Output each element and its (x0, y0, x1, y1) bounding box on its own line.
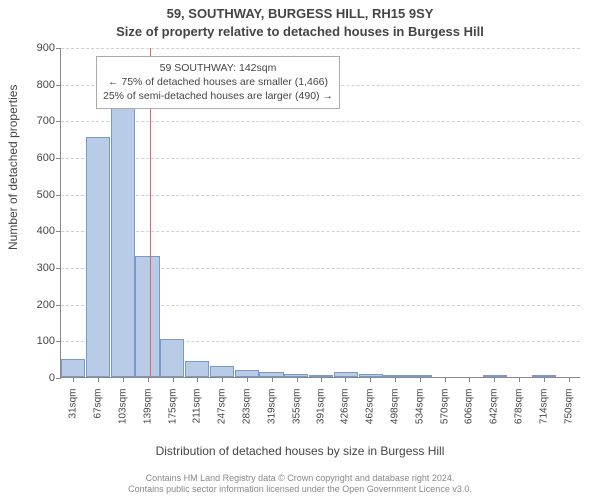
x-tick (544, 377, 545, 382)
x-tick (297, 377, 298, 382)
plot-area: 010020030040050060070080090031sqm67sqm10… (60, 48, 580, 378)
x-tick (247, 377, 248, 382)
footer-line-2: Contains public sector information licen… (0, 484, 600, 496)
x-tick (345, 377, 346, 382)
y-tick-label: 700 (37, 115, 55, 127)
x-tick-label: 570sqm (439, 389, 450, 425)
histogram-bar (210, 366, 234, 377)
y-tick-label: 900 (37, 42, 55, 54)
histogram-bar (160, 339, 184, 378)
gridline (61, 48, 580, 49)
annotation-line: 59 SOUTHWAY: 142sqm (103, 61, 333, 75)
chart-subtitle: Size of property relative to detached ho… (0, 24, 600, 39)
y-tick-label: 400 (37, 225, 55, 237)
histogram-bar (111, 95, 135, 377)
y-tick (56, 305, 61, 306)
histogram-bar (185, 361, 209, 378)
gridline (61, 158, 580, 159)
annotation-line: 25% of semi-detached houses are larger (… (103, 89, 333, 103)
gridline (61, 121, 580, 122)
x-tick-label: 211sqm (192, 389, 203, 424)
x-tick (321, 377, 322, 382)
footer: Contains HM Land Registry data © Crown c… (0, 473, 600, 496)
x-tick-label: 319sqm (266, 389, 277, 425)
x-tick-label: 642sqm (489, 389, 500, 425)
x-tick (98, 377, 99, 382)
x-tick-label: 355sqm (291, 389, 302, 425)
y-tick (56, 121, 61, 122)
x-tick (148, 377, 149, 382)
y-tick (56, 195, 61, 196)
histogram-bar (135, 256, 159, 377)
gridline (61, 195, 580, 196)
x-tick-label: 283sqm (241, 389, 252, 425)
y-tick (56, 48, 61, 49)
x-tick (494, 377, 495, 382)
y-tick (56, 85, 61, 86)
x-tick-label: 498sqm (390, 389, 401, 425)
x-tick (569, 377, 570, 382)
x-tick-label: 103sqm (117, 389, 128, 425)
chart-container: 59, SOUTHWAY, BURGESS HILL, RH15 9SY Siz… (0, 0, 600, 500)
x-tick-label: 462sqm (365, 389, 376, 425)
y-tick (56, 231, 61, 232)
y-tick-label: 200 (37, 299, 55, 311)
y-tick-label: 300 (37, 262, 55, 274)
x-tick (73, 377, 74, 382)
y-tick-label: 500 (37, 189, 55, 201)
histogram-bar (61, 359, 85, 377)
chart-title: 59, SOUTHWAY, BURGESS HILL, RH15 9SY (0, 6, 600, 21)
x-tick-label: 678sqm (514, 389, 525, 425)
x-tick-label: 750sqm (563, 389, 574, 425)
y-tick-label: 800 (37, 79, 55, 91)
gridline (61, 231, 580, 232)
x-tick-label: 139sqm (142, 389, 153, 425)
x-tick (123, 377, 124, 382)
histogram-bar (86, 137, 110, 377)
x-tick (370, 377, 371, 382)
footer-line-1: Contains HM Land Registry data © Crown c… (0, 473, 600, 485)
x-tick (173, 377, 174, 382)
y-tick (56, 268, 61, 269)
x-tick-label: 175sqm (167, 389, 178, 425)
x-tick-label: 606sqm (464, 389, 475, 425)
histogram-bar (235, 370, 259, 377)
x-tick-label: 31sqm (68, 389, 79, 419)
x-tick (469, 377, 470, 382)
x-tick (519, 377, 520, 382)
x-tick-label: 247sqm (217, 389, 228, 425)
x-tick (222, 377, 223, 382)
x-tick-label: 534sqm (414, 389, 425, 425)
y-tick-label: 600 (37, 152, 55, 164)
y-tick-label: 0 (49, 372, 55, 384)
x-tick (395, 377, 396, 382)
y-tick (56, 341, 61, 342)
y-axis-label: Number of detached properties (6, 85, 20, 250)
annotation-box: 59 SOUTHWAY: 142sqm← 75% of detached hou… (96, 56, 340, 109)
x-tick (272, 377, 273, 382)
x-axis-label: Distribution of detached houses by size … (0, 444, 600, 458)
x-tick (197, 377, 198, 382)
annotation-line: ← 75% of detached houses are smaller (1,… (103, 75, 333, 89)
x-tick-label: 391sqm (316, 389, 327, 425)
x-tick-label: 426sqm (340, 389, 351, 425)
plot-inner: 010020030040050060070080090031sqm67sqm10… (60, 48, 580, 378)
y-tick (56, 378, 61, 379)
x-tick-label: 714sqm (538, 389, 549, 425)
x-tick (420, 377, 421, 382)
x-tick (445, 377, 446, 382)
y-tick-label: 100 (37, 335, 55, 347)
x-tick-label: 67sqm (93, 389, 104, 419)
y-tick (56, 158, 61, 159)
